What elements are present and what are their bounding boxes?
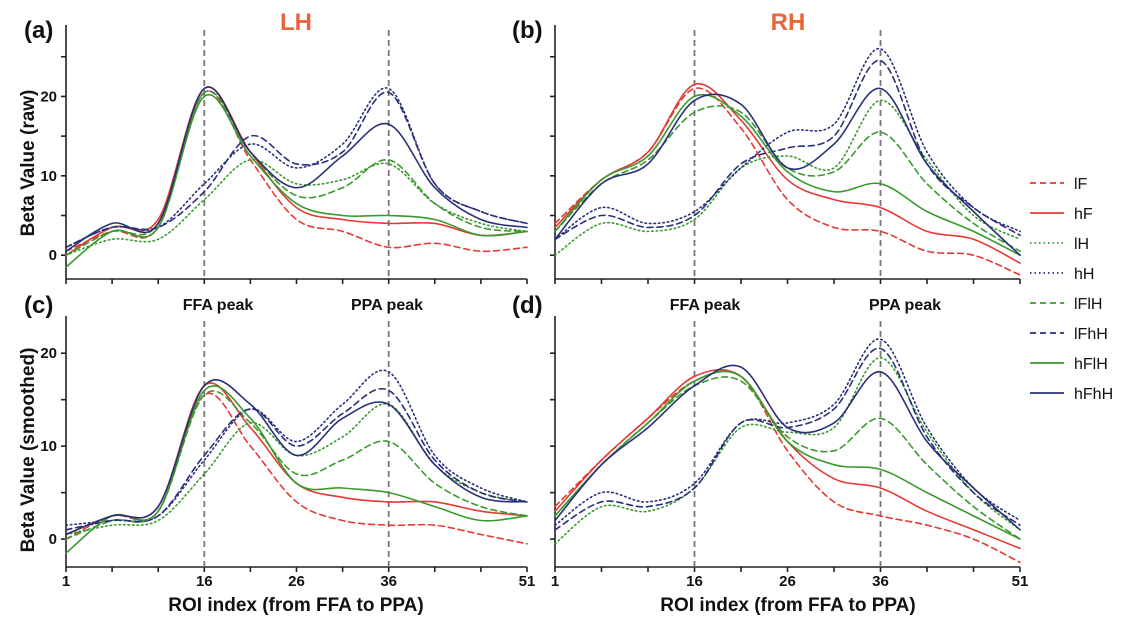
x-tick-label: 1 [62, 573, 70, 590]
series-line-hFlH [65, 93, 528, 268]
series-line-lH [65, 159, 528, 256]
series-line-hFhH [554, 364, 1021, 531]
series-line-hF [65, 382, 528, 536]
x-tick-label: 36 [380, 573, 397, 590]
panel-label-c: (c) [24, 292, 53, 319]
series-line-hF [554, 368, 1021, 550]
legend-label: lFlH [1074, 296, 1102, 313]
x-axis-label-left: ROI index (from FFA to PPA) [168, 595, 423, 616]
x-tick-label: 16 [686, 573, 703, 590]
legend-label: hF [1074, 206, 1093, 223]
plot-area: 0 10 20 1 16 26 36 51 0 10 20 1 16 26 36 51 [40, 25, 1028, 590]
x-tick-label: 1 [551, 573, 559, 590]
legend-label: hH [1074, 266, 1094, 283]
series-line-hF [554, 83, 1021, 264]
series-line-hH [554, 47, 1021, 241]
series-line-lF [554, 87, 1021, 276]
panel-b [550, 25, 1021, 284]
legend-item-hFlH: hFlH [1030, 356, 1108, 373]
y-tick-label: 20 [40, 88, 57, 105]
legend-item-lFlH: lFlH [1030, 296, 1102, 313]
series-line-hFlH [65, 385, 528, 554]
series-line-lH [554, 99, 1021, 256]
series-line-lFlH [554, 105, 1021, 252]
legend-label: hFlH [1074, 356, 1108, 373]
series-line-hFlH [554, 94, 1021, 256]
series-line-lFhH [554, 347, 1021, 531]
legend-label: hFhH [1074, 386, 1113, 403]
series-line-hFhH [554, 87, 1021, 256]
series-line-hH [554, 338, 1021, 526]
series-line-hH [65, 369, 528, 526]
panel-a: 0 10 20 [40, 25, 528, 284]
x-tick-label: 26 [288, 573, 305, 590]
x-tick-label: 36 [872, 573, 889, 590]
y-axis-label-smoothed: Beta Value (smoothed) [18, 348, 39, 553]
series-line-lFhH [65, 91, 528, 249]
hemisphere-title-right: RH [771, 9, 806, 36]
y-tick-label: 10 [40, 438, 57, 455]
series-line-hFhH [65, 86, 528, 252]
series-line-hH [65, 87, 528, 249]
y-tick-label: 0 [49, 247, 57, 264]
panel-c: 1 16 26 36 51 0 10 20 [40, 316, 535, 590]
ppa-peak-label-left: PPA peak [351, 297, 423, 314]
series-line-lF [554, 370, 1021, 564]
legend-item-lFhH: lFhH [1030, 326, 1108, 343]
ffa-peak-label-right: FFA peak [670, 297, 741, 314]
series-line-hFlH [554, 370, 1021, 540]
legend-item-lF: lF [1030, 176, 1088, 193]
panel-label-a: (a) [24, 17, 53, 44]
series-line-hFhH [65, 379, 528, 536]
hemisphere-title-left: LH [280, 9, 312, 36]
legend-item-hF: hF [1030, 206, 1093, 223]
y-tick-label: 20 [40, 345, 57, 362]
series-line-lFhH [65, 387, 528, 531]
x-tick-label: 51 [519, 573, 536, 590]
series-line-lH [554, 356, 1021, 545]
legend-label: lFhH [1074, 326, 1108, 343]
legend-label: lF [1074, 176, 1088, 193]
legend-item-hFhH: hFhH [1030, 386, 1113, 403]
panel-label-b: (b) [512, 17, 543, 44]
legend-item-hH: hH [1030, 266, 1094, 283]
series-line-lF [65, 392, 528, 545]
series-line-lFhH [554, 59, 1021, 241]
y-tick-label: 10 [40, 168, 57, 185]
legend-item-lH: lH [1030, 236, 1089, 253]
x-axis-label-right: ROI index (from FFA to PPA) [660, 595, 915, 616]
ppa-peak-label-right: PPA peak [869, 297, 941, 314]
ffa-peak-label-left: FFA peak [183, 297, 254, 314]
panel-label-d: (d) [512, 292, 543, 319]
panel-d: 1 16 26 36 51 [550, 316, 1028, 590]
series-line-lFlH [554, 376, 1021, 540]
y-tick-label: 0 [49, 531, 57, 548]
x-tick-label: 16 [196, 573, 213, 590]
legend-label: lH [1074, 236, 1089, 253]
x-tick-label: 26 [779, 573, 796, 590]
y-axis-label-raw: Beta Value (raw) [18, 90, 39, 237]
x-tick-label: 51 [1012, 573, 1029, 590]
